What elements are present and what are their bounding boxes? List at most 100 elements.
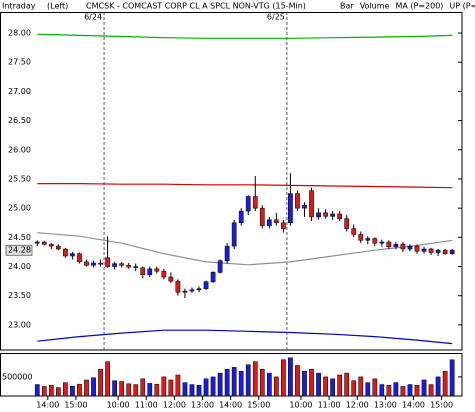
volume-bar [84,379,89,397]
candle-body [105,257,110,267]
candle-body [48,244,54,247]
candle-body [175,280,181,293]
legend-entry: UP (P=20 [449,2,475,11]
volume-bar [372,378,378,397]
candle-body [252,196,258,209]
volume-bar [337,374,343,397]
volume-bar [351,380,357,397]
volume-tick-label: 500000 [2,372,33,381]
candle-body [56,245,61,250]
candle-body [231,222,237,247]
y-tick-label: 26.00 [8,145,31,154]
candle-body [112,263,117,267]
volume-bar [273,376,279,397]
volume-bar [393,382,399,397]
candle-body [210,272,216,282]
volume-bar [189,384,195,397]
candle-body [84,261,89,266]
volume-bar [323,376,328,397]
candle-body [309,190,314,218]
volume-bar [147,383,153,397]
candle-body [126,265,132,268]
volume-bar [56,387,61,397]
candle-body [196,288,202,291]
volume-bar [309,369,314,397]
volume-bar [442,370,448,397]
candle-body [34,241,40,244]
volume-bar [259,369,265,397]
volume-bar [224,369,230,397]
candle-body [288,193,293,223]
candle-body [428,248,434,253]
x-tick-label: 15:00 [64,401,87,410]
x-tick-label: 15:00 [430,401,453,410]
y-tick-label: 24.50 [8,233,31,242]
candle-body [442,249,448,254]
last-price-box [5,244,33,256]
legend-entry: Volume [360,2,390,11]
candle-body [238,210,244,223]
date-label: 6/25 [267,13,285,22]
volume-bar [245,364,251,397]
volume-bar [105,361,110,397]
candle-body [273,219,279,223]
candle-body [407,245,413,250]
candle-body [435,249,441,253]
y-tick-label: 23.50 [8,291,31,300]
x-tick-label: 12:00 [163,401,186,410]
volume-bar [386,385,392,397]
candle-body [330,213,335,217]
volume-bar [379,384,385,397]
volume-bar [161,376,167,397]
volume-bar [358,376,364,397]
y-tick-label: 25.50 [8,174,31,183]
chart-label: Intraday [2,2,36,11]
volume-bar [196,385,202,397]
candle-body [133,266,139,268]
volume-bar [217,372,223,397]
indicator-line [37,329,453,345]
volume-bar [41,386,47,397]
candle-body [259,207,265,226]
legend-entry: MA (P=200) [395,2,443,11]
candle-body [161,270,167,278]
candle-body [421,248,427,252]
candle-body [414,245,420,252]
y-tick-label: 25.00 [8,204,31,213]
volume-bar [77,383,82,397]
x-tick-label: 13:00 [191,401,214,410]
x-tick-label: 11:00 [318,401,341,410]
indicator-line [37,183,453,189]
volume-bar [98,369,103,397]
volume-bar [203,378,209,397]
volume-bar [344,372,350,397]
x-tick-label: 15:00 [247,401,270,410]
volume-bar [288,357,293,397]
candle-body [168,276,174,282]
volume-bar [252,361,258,397]
candle-body [281,222,286,229]
volume-bar [133,384,139,397]
volume-bar [414,385,420,397]
candle-body [351,228,357,235]
volume-bar [112,380,117,397]
volume-bar [119,381,125,397]
y-tick-label: 28.00 [8,29,31,38]
candle-body [77,253,82,263]
volume-bar [231,367,237,397]
volume-bar [407,384,413,397]
candle-body [295,193,300,209]
candle-body [70,253,75,257]
volume-bar [70,385,75,397]
candle-body [140,267,146,275]
volume-bar [421,379,427,397]
price-frame [0,12,463,351]
candle-body [393,244,399,247]
candle-body [302,204,307,209]
legend-entry: Bar [340,2,354,11]
volume-bar [281,359,286,397]
candle-body [323,212,328,217]
candle-body [203,281,209,289]
